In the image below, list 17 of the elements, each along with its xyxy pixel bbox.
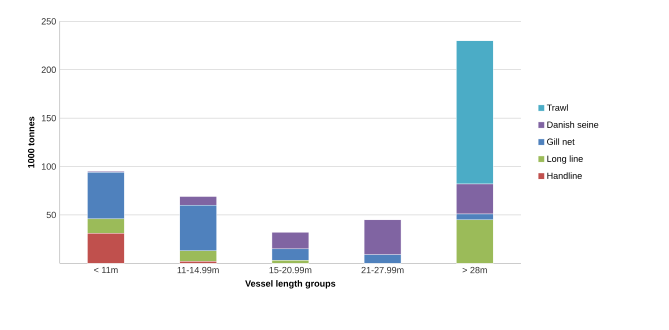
y-tick-label: 150 (42, 114, 56, 122)
x-tick-label: 15-20.99m (270, 266, 312, 274)
x-axis-title: Vessel length groups (245, 280, 336, 288)
x-tick-label: < 11m (94, 266, 118, 273)
y-tick-label: 200 (42, 66, 56, 73)
y-tick-label: 250 (42, 18, 56, 24)
legend-label: Trawl (546, 104, 568, 111)
x-tick-label: > 28m (462, 266, 487, 274)
legend-label: Long line (547, 155, 583, 164)
y-tick-label: 100 (42, 163, 56, 170)
legend-label: Gill net (547, 138, 575, 145)
y-tick-label: 50 (46, 212, 56, 218)
legend-label: Danish seine (547, 121, 598, 128)
legend-label: Handline (547, 172, 582, 179)
y-axis-title: 1000 tonnes (28, 116, 34, 168)
x-tick-label: 21-27.99m (362, 266, 404, 274)
x-tick-label: 11-14.99m (178, 266, 219, 274)
